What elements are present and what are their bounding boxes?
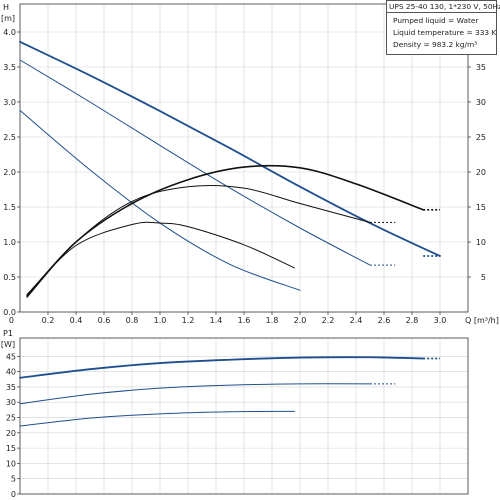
eta-tick-label-1: 10 [476,238,486,247]
p1-axis-unit: [W] [1,340,15,349]
h-axis-unit: [m] [1,14,15,23]
pump-model-title: UPS 25-40 130, 1*230 V, 50Hz [387,2,500,13]
q-tick-label-12: 2.6 [378,316,391,325]
h-tick-label-7: 3.5 [3,63,16,72]
power-curve-1 [19,383,371,405]
p1-tick-label-8: 40 [6,368,16,377]
density-line: Density = 983.2 kg/m³ [393,40,478,49]
p1-tick-label-4: 20 [6,429,16,438]
head-curve-1 [19,59,371,266]
power-curve-0 [19,356,425,379]
q-tick-label-2: 0.6 [98,316,111,325]
eta-tick-label-0: 5 [481,273,486,282]
eta-tick-label-5: 30 [476,98,486,107]
h-tick-label-0: 0.0 [3,308,16,317]
power-curve-2 [19,410,295,427]
p1-tick-label-1: 5 [11,475,16,484]
p1-tick-label-6: 30 [6,398,16,407]
p1-tick-label-3: 15 [6,444,16,453]
eta-tick-label-2: 15 [476,203,486,212]
q-tick-label-4: 1.0 [154,316,167,325]
h-tick-label-1: 0.5 [3,273,16,282]
q-tick-label-5: 1.2 [182,316,195,325]
p1-tick-label-7: 35 [6,383,16,392]
p1-tick-label-2: 10 [6,459,16,468]
h-tick-label-2: 1.0 [3,238,16,247]
h-axis-label: H [3,3,9,12]
p1-tick-label-0: 0 [11,490,16,499]
eta-tick-label-4: 25 [476,133,486,142]
q-tick-label-14: 3.0 [434,316,447,325]
h-tick-label-8: 4.0 [3,28,16,37]
q-tick-label-8: 1.8 [266,316,279,325]
q-tick-label-10: 2.2 [322,316,335,325]
pumped-liquid-line: Pumped liquid = Water [393,16,479,25]
liquid-temperature-line: Liquid temperature = 333 K [393,28,497,37]
power-plot: 0 5 10 15 20 25 30 35 40 45 P1 [W] [1,329,469,499]
q-tick-label-3: 0.8 [126,316,139,325]
q-tick-label-1: 0.4 [70,316,83,325]
h-tick-label-5: 2.5 [3,133,16,142]
eta-tick-label-6: 35 [476,63,486,72]
q-tick-label-7: 1.6 [238,316,251,325]
eff-curve-5 [26,221,295,295]
pump-info-box: UPS 25-40 130, 1*230 V, 50Hz Pumped liqu… [386,0,500,55]
origin-label: 0 [9,316,14,325]
head-curve-0 [19,40,441,257]
p1-axis-label: P1 [3,329,13,338]
eff-curve-4 [26,184,371,298]
q-tick-label-11: 2.4 [350,316,363,325]
p1-tick-label-5: 25 [6,414,16,423]
q-axis-label: Q [m³/h] [465,316,499,325]
q-tick-label-9: 2.0 [294,316,307,325]
h-tick-label-6: 3.0 [3,98,16,107]
p1-tick-label-9: 45 [6,352,16,361]
h-tick-label-4: 2.0 [3,168,16,177]
eta-tick-label-3: 20 [476,168,486,177]
h-tick-label-3: 1.5 [3,203,16,212]
q-tick-label-6: 1.4 [210,316,223,325]
q-tick-label-13: 2.8 [406,316,419,325]
q-tick-label-0: 0.2 [42,316,55,325]
bottom-plot-frame [19,337,469,495]
